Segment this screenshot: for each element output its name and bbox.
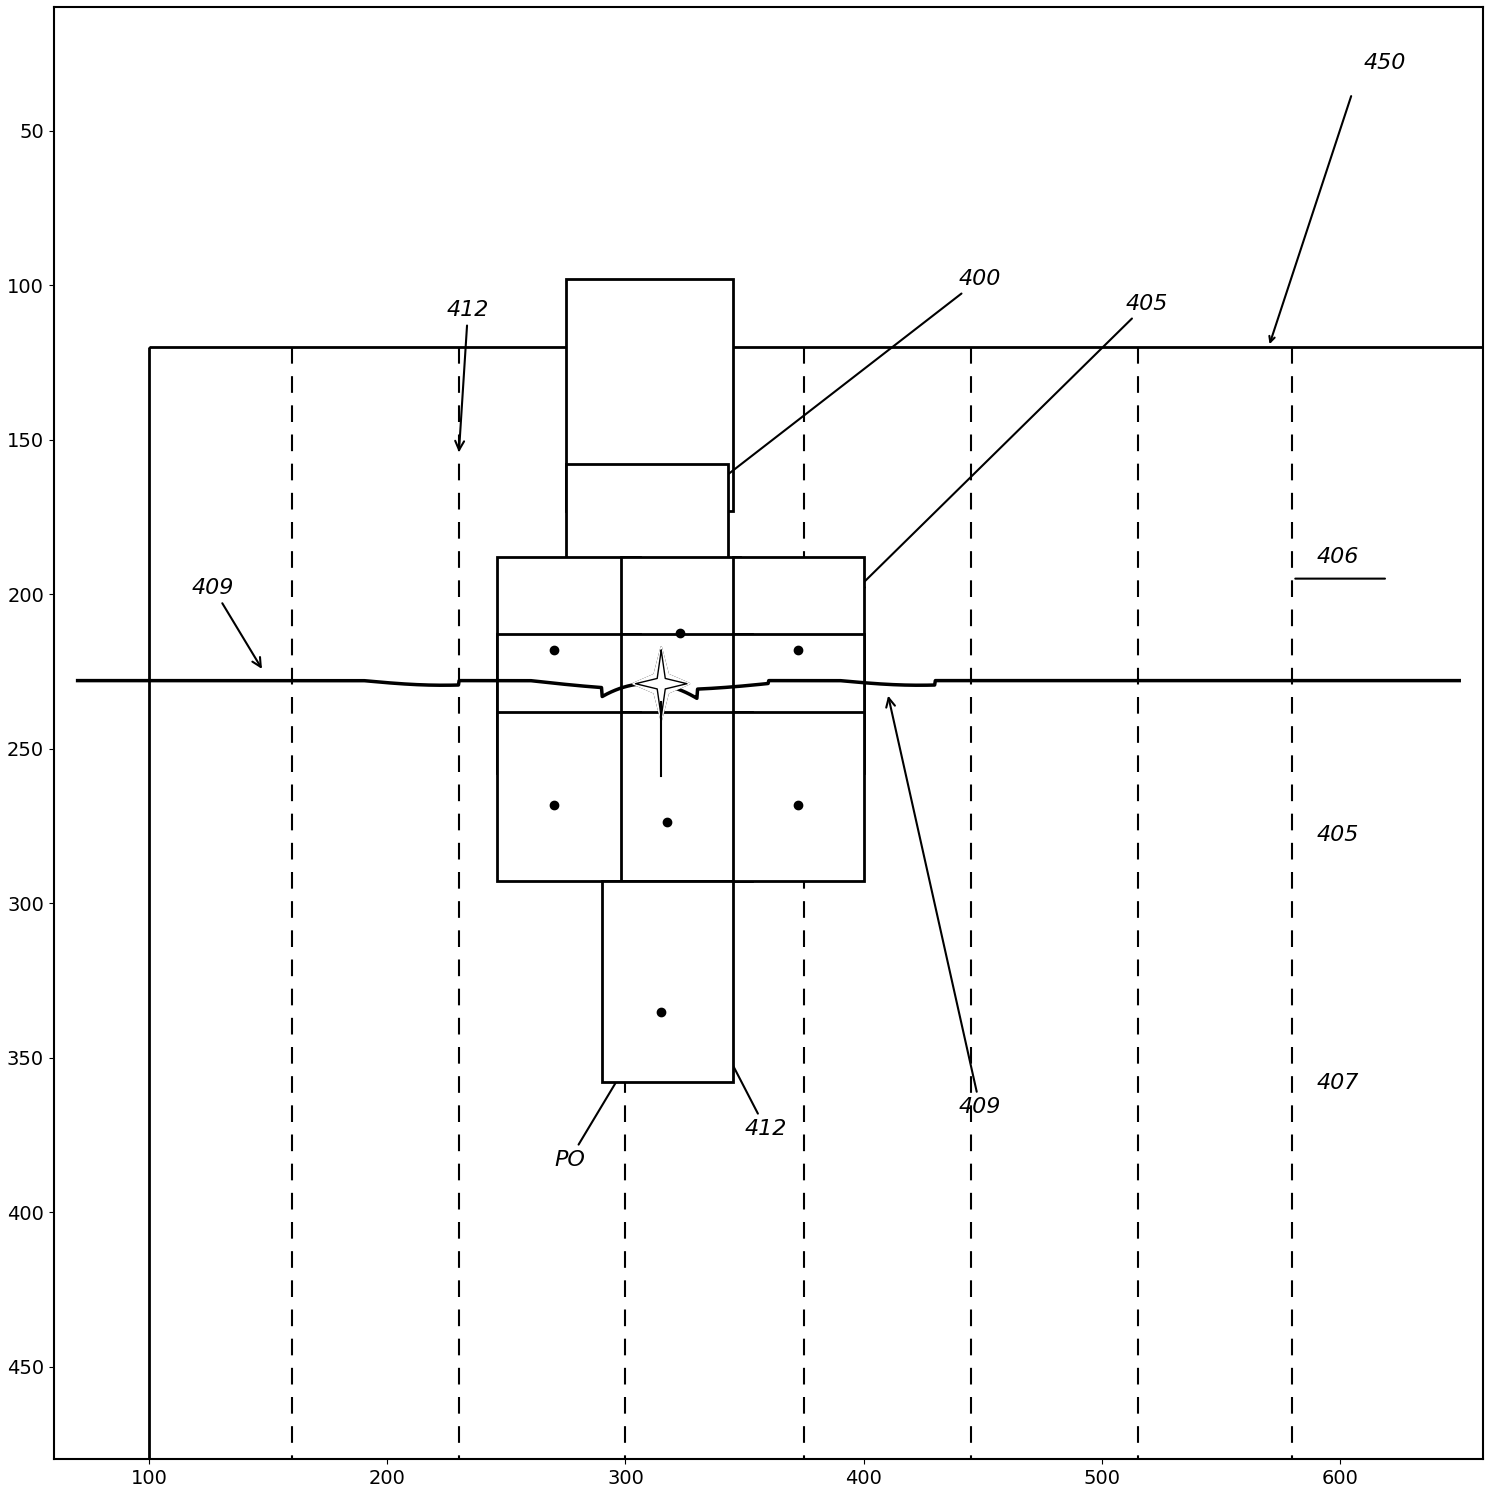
- Text: 405: 405: [855, 295, 1168, 591]
- Bar: [496, 558, 639, 727]
- Bar: [496, 712, 639, 882]
- Bar: [602, 882, 733, 1082]
- Text: 405: 405: [1316, 825, 1359, 845]
- Bar: [496, 634, 639, 773]
- Bar: [149, 347, 1490, 1459]
- Text: 400: 400: [676, 269, 1001, 514]
- Bar: [733, 558, 864, 727]
- Polygon shape: [633, 647, 690, 721]
- Text: 406: 406: [1316, 547, 1359, 567]
- Polygon shape: [633, 647, 690, 721]
- Bar: [621, 712, 752, 882]
- Polygon shape: [636, 650, 687, 718]
- Bar: [621, 558, 741, 727]
- Text: 450: 450: [1363, 52, 1407, 73]
- Bar: [566, 280, 733, 511]
- Text: 409: 409: [887, 698, 1001, 1117]
- Bar: [733, 712, 864, 882]
- Bar: [733, 634, 864, 773]
- Text: 407: 407: [1316, 1072, 1359, 1093]
- Bar: [621, 634, 752, 773]
- Text: PO: PO: [554, 1032, 647, 1169]
- Bar: [566, 465, 729, 613]
- Text: 412: 412: [699, 1000, 787, 1139]
- Text: 412: 412: [447, 300, 489, 450]
- Text: 409: 409: [192, 579, 261, 667]
